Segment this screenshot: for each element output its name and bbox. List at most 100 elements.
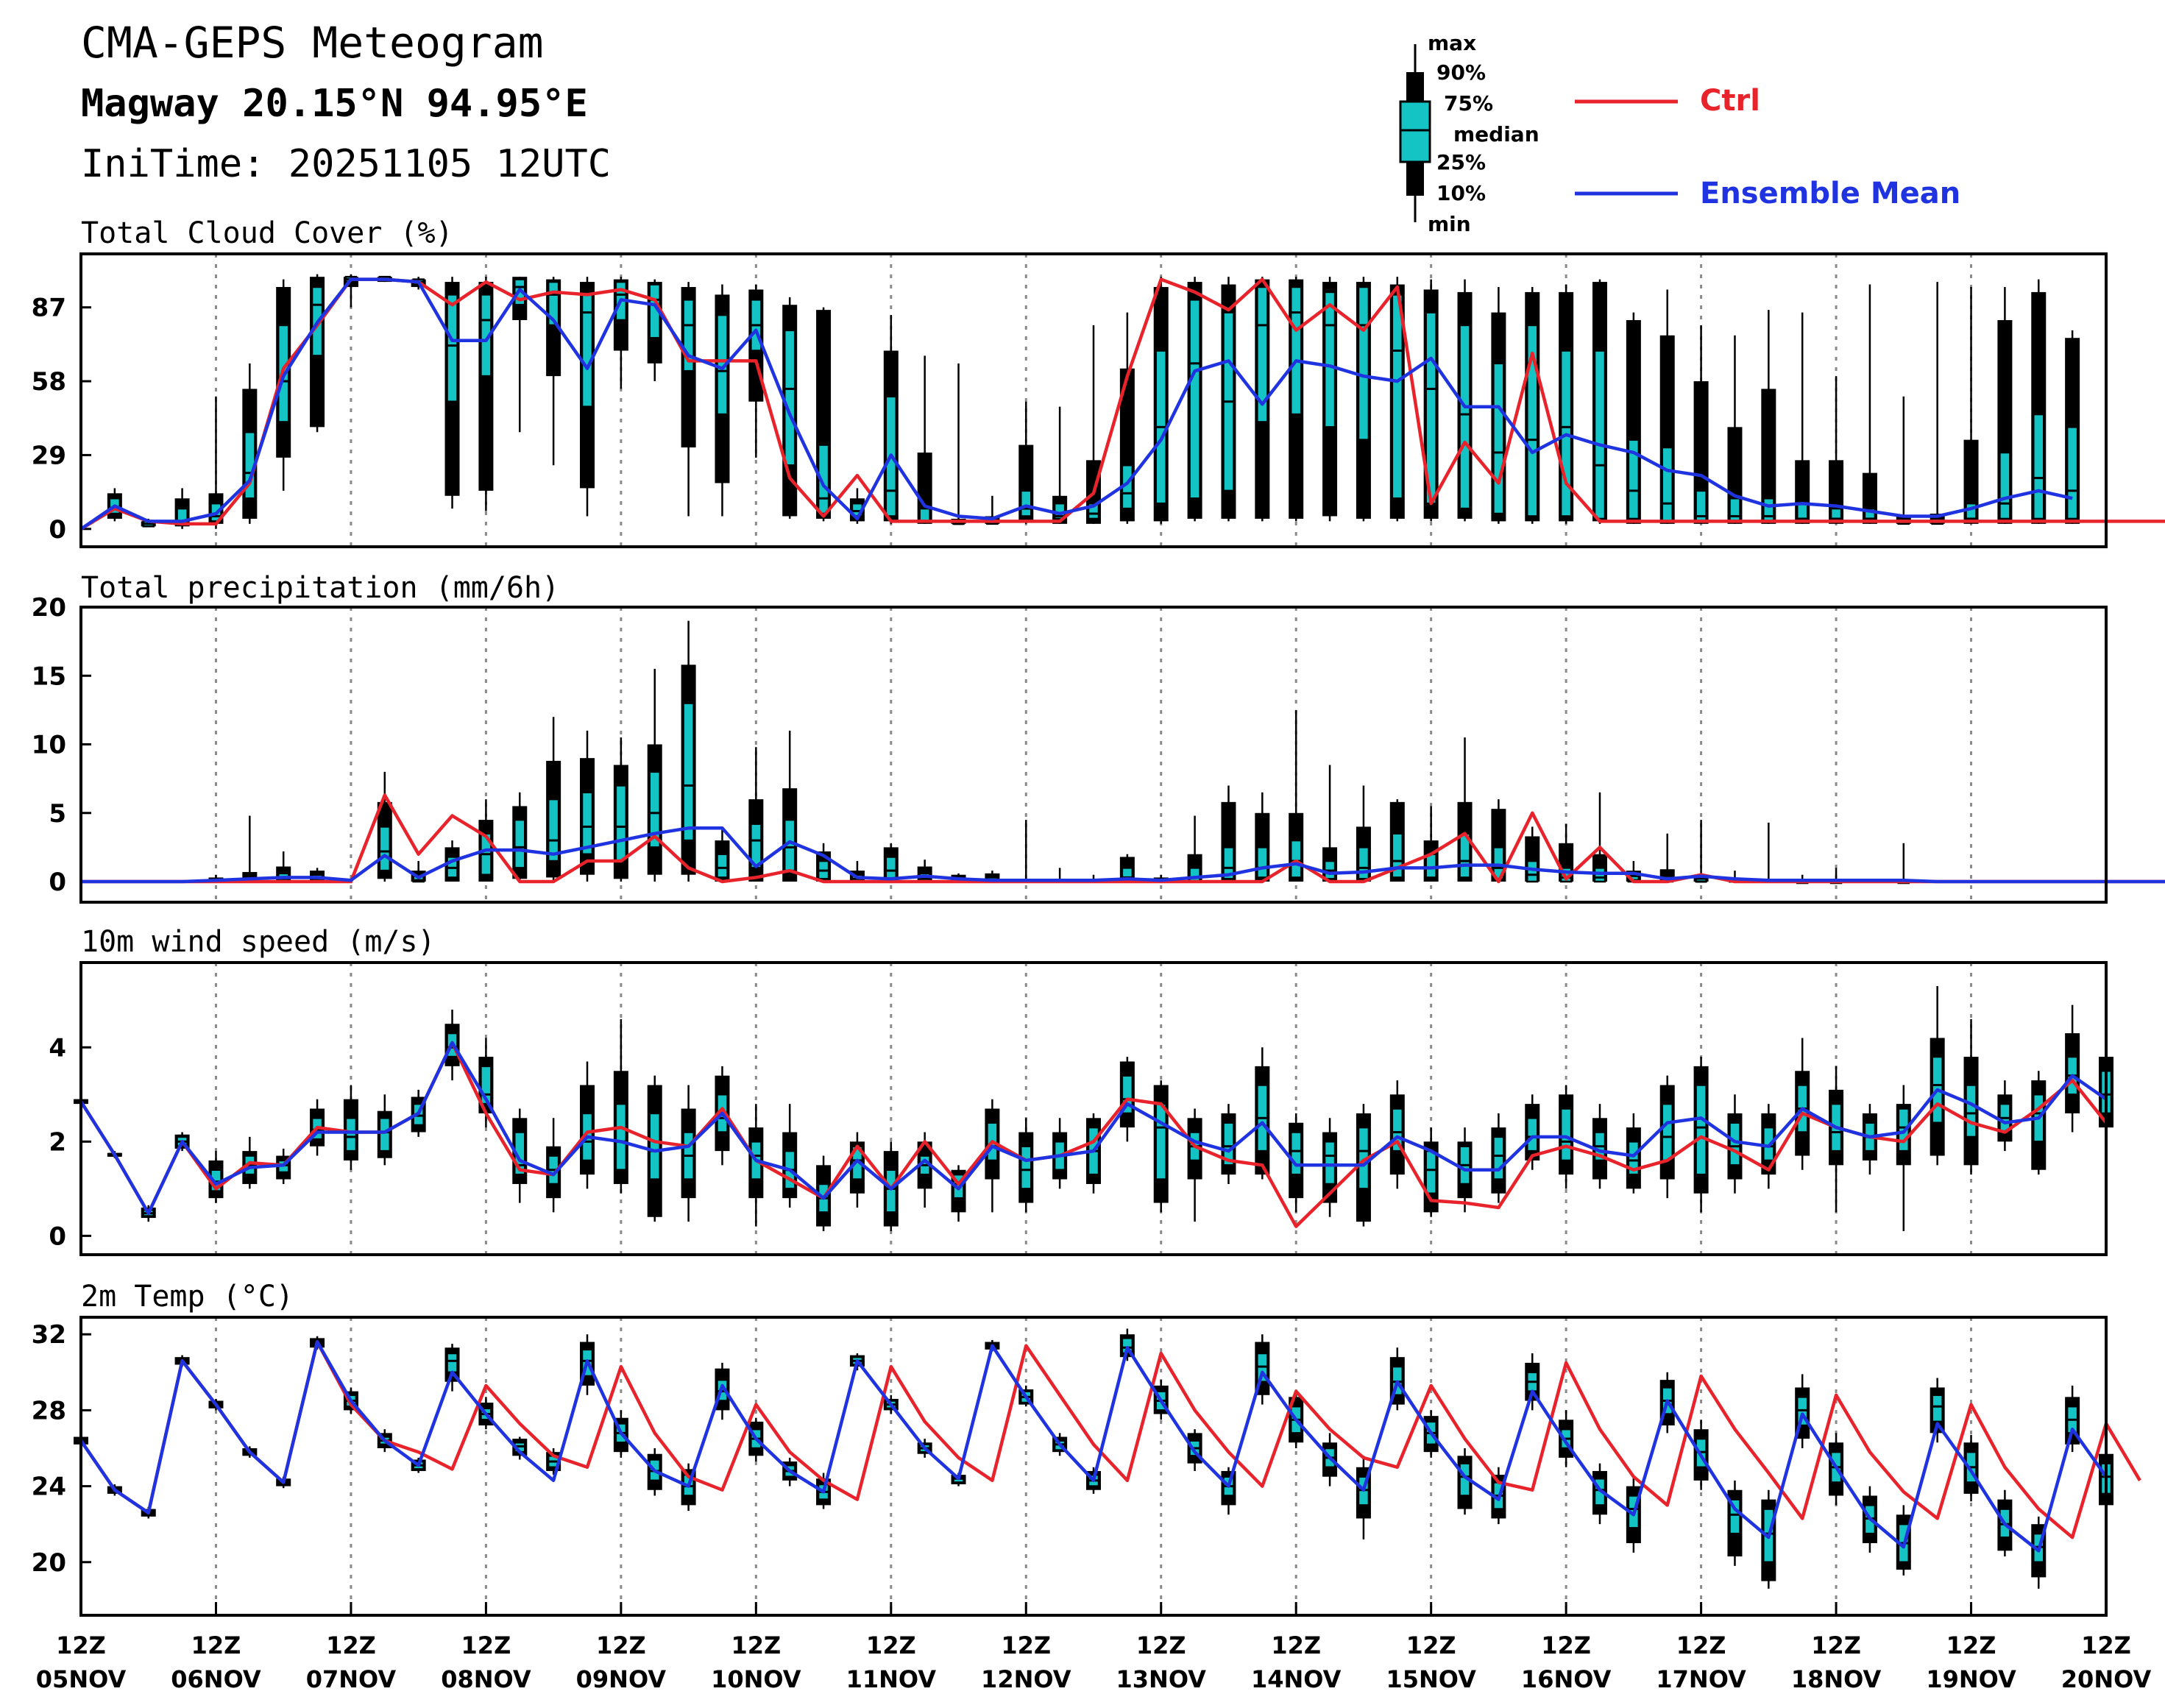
box-plot: [681, 620, 696, 882]
box-plot: [1255, 1047, 1270, 1180]
x-tick-date: 07NOV: [306, 1665, 397, 1693]
x-tick-date: 08NOV: [441, 1665, 531, 1693]
x-tick-hour: 12Z: [1541, 1631, 1591, 1659]
box-25-75: [1256, 286, 1269, 423]
box-25-75: [514, 818, 526, 869]
panel-title: 2m Temp (°C): [81, 1280, 294, 1314]
y-tick-label: 0: [49, 868, 66, 897]
box-25-75: [2033, 413, 2045, 520]
y-tick-label: 87: [32, 294, 66, 323]
x-tick-date: 18NOV: [1791, 1665, 1882, 1693]
box-plot: [816, 307, 832, 522]
box-plot: [444, 277, 460, 509]
box-plot: [1626, 1113, 1641, 1194]
box-plot: [1187, 277, 1202, 522]
ensemble-mean-line: [81, 826, 2165, 884]
box-25-75: [1188, 299, 1201, 500]
ctrl-line: [79, 277, 2165, 531]
box-25-75: [2066, 426, 2079, 520]
box-25-75: [1323, 291, 1336, 428]
box-25-75: [1729, 497, 1741, 522]
box-25-75: [1661, 1102, 1673, 1162]
box-plot: [1592, 279, 1607, 524]
box-plot: [1153, 277, 1169, 524]
box-plot: [444, 1344, 460, 1392]
box-25-75: [885, 1169, 898, 1213]
box-plot: [816, 1155, 832, 1231]
box-25-75: [1627, 439, 1640, 520]
x-tick-date: 09NOV: [576, 1665, 667, 1693]
box-plot: [377, 1094, 392, 1166]
legend-box-label: 90%: [1436, 60, 1486, 85]
box-plot: [1559, 1085, 1574, 1189]
x-tick-hour: 12Z: [1811, 1631, 1861, 1659]
ensemble-mean-line: [79, 1041, 2108, 1215]
box-25-75: [1593, 350, 1606, 520]
y-tick-label: 58: [32, 367, 66, 397]
box-25-75: [885, 856, 898, 880]
box-plot: [1693, 820, 1709, 883]
legend-ctrl-label: Ctrl: [1700, 84, 1760, 118]
box-plot: [580, 277, 595, 517]
box-plot: [546, 277, 561, 466]
box-25-75: [1289, 839, 1303, 879]
box-25-75: [1729, 1498, 1741, 1535]
box-plot: [1322, 1118, 1338, 1217]
y-tick-label: 20: [32, 1548, 66, 1578]
box-plot: [478, 277, 494, 511]
box-plot: [1525, 286, 1540, 524]
x-tick-hour: 12Z: [2081, 1631, 2131, 1659]
box-plot: [1389, 1080, 1405, 1189]
box-25-75: [1425, 853, 1437, 879]
box-plot: [1963, 286, 1979, 524]
legend-box-label: max: [1428, 31, 1476, 55]
box-10-90: [1761, 389, 1776, 524]
box-plot: [2065, 330, 2080, 524]
legend: max 90% 75% median 25% 10% min Ctrl Ensemble Mea…: [1399, 31, 1960, 236]
x-tick-date: 16NOV: [1521, 1665, 1612, 1693]
box-plot: [343, 1085, 358, 1170]
panel-frame: [79, 252, 2108, 548]
box-plot: [208, 396, 224, 529]
box-25-75: [1762, 497, 1775, 522]
panel-2: Total precipitation (mm/6h) 0 5 10 15 20: [32, 571, 2165, 904]
legend-box-label: 25%: [1436, 150, 1486, 174]
box-25-75: [1020, 1145, 1032, 1190]
y-tick-label: 5: [49, 799, 66, 829]
legend-box-25-75: [1399, 100, 1431, 163]
box-25-75: [1289, 1131, 1303, 1176]
box-plot: [1423, 279, 1439, 522]
box-plot: [1693, 325, 1709, 524]
legend-box-label: 10%: [1436, 181, 1486, 205]
x-tick-date: 10NOV: [711, 1665, 801, 1693]
x-tick-date: 12NOV: [981, 1665, 1071, 1693]
box-plot: [310, 274, 325, 433]
box-25-75: [1999, 451, 2011, 520]
box-plot: [1221, 785, 1236, 882]
box-plot: [1727, 335, 1743, 524]
x-tick-date: 14NOV: [1251, 1665, 1342, 1693]
box-25-75: [1323, 1141, 1336, 1186]
box-25-75: [1155, 1102, 1167, 1180]
box-plot: [1761, 310, 1776, 524]
box-plot: [1896, 1505, 1911, 1576]
box-25-75: [716, 853, 729, 879]
box-plot: [1795, 312, 1810, 524]
box-25-75: [1526, 324, 1539, 517]
y-tick-label: 10: [32, 731, 66, 760]
box-25-75: [581, 791, 594, 855]
chart-panels: Total Cloud Cover (%) 0 29 58 87 Total precip…: [32, 216, 2165, 1617]
box-25-75: [1222, 846, 1235, 880]
x-tick-hour: 12Z: [866, 1631, 916, 1659]
box-plot: [512, 792, 528, 882]
box-25-75: [918, 507, 931, 522]
y-tick-label: 20: [32, 593, 66, 623]
x-tick-date: 17NOV: [1656, 1665, 1746, 1693]
box-25-75: [1695, 1084, 1707, 1176]
panel-4: 2m Temp (°C) 20 24 28 32: [32, 1280, 2141, 1617]
box-10-90: [1693, 381, 1709, 524]
box-25-75: [648, 770, 661, 848]
x-tick-date: 20NOV: [2061, 1665, 2152, 1693]
init-time-label: IniTime: 20251105 12UTC: [81, 142, 611, 186]
ensemble-mean-line: [79, 277, 2073, 531]
